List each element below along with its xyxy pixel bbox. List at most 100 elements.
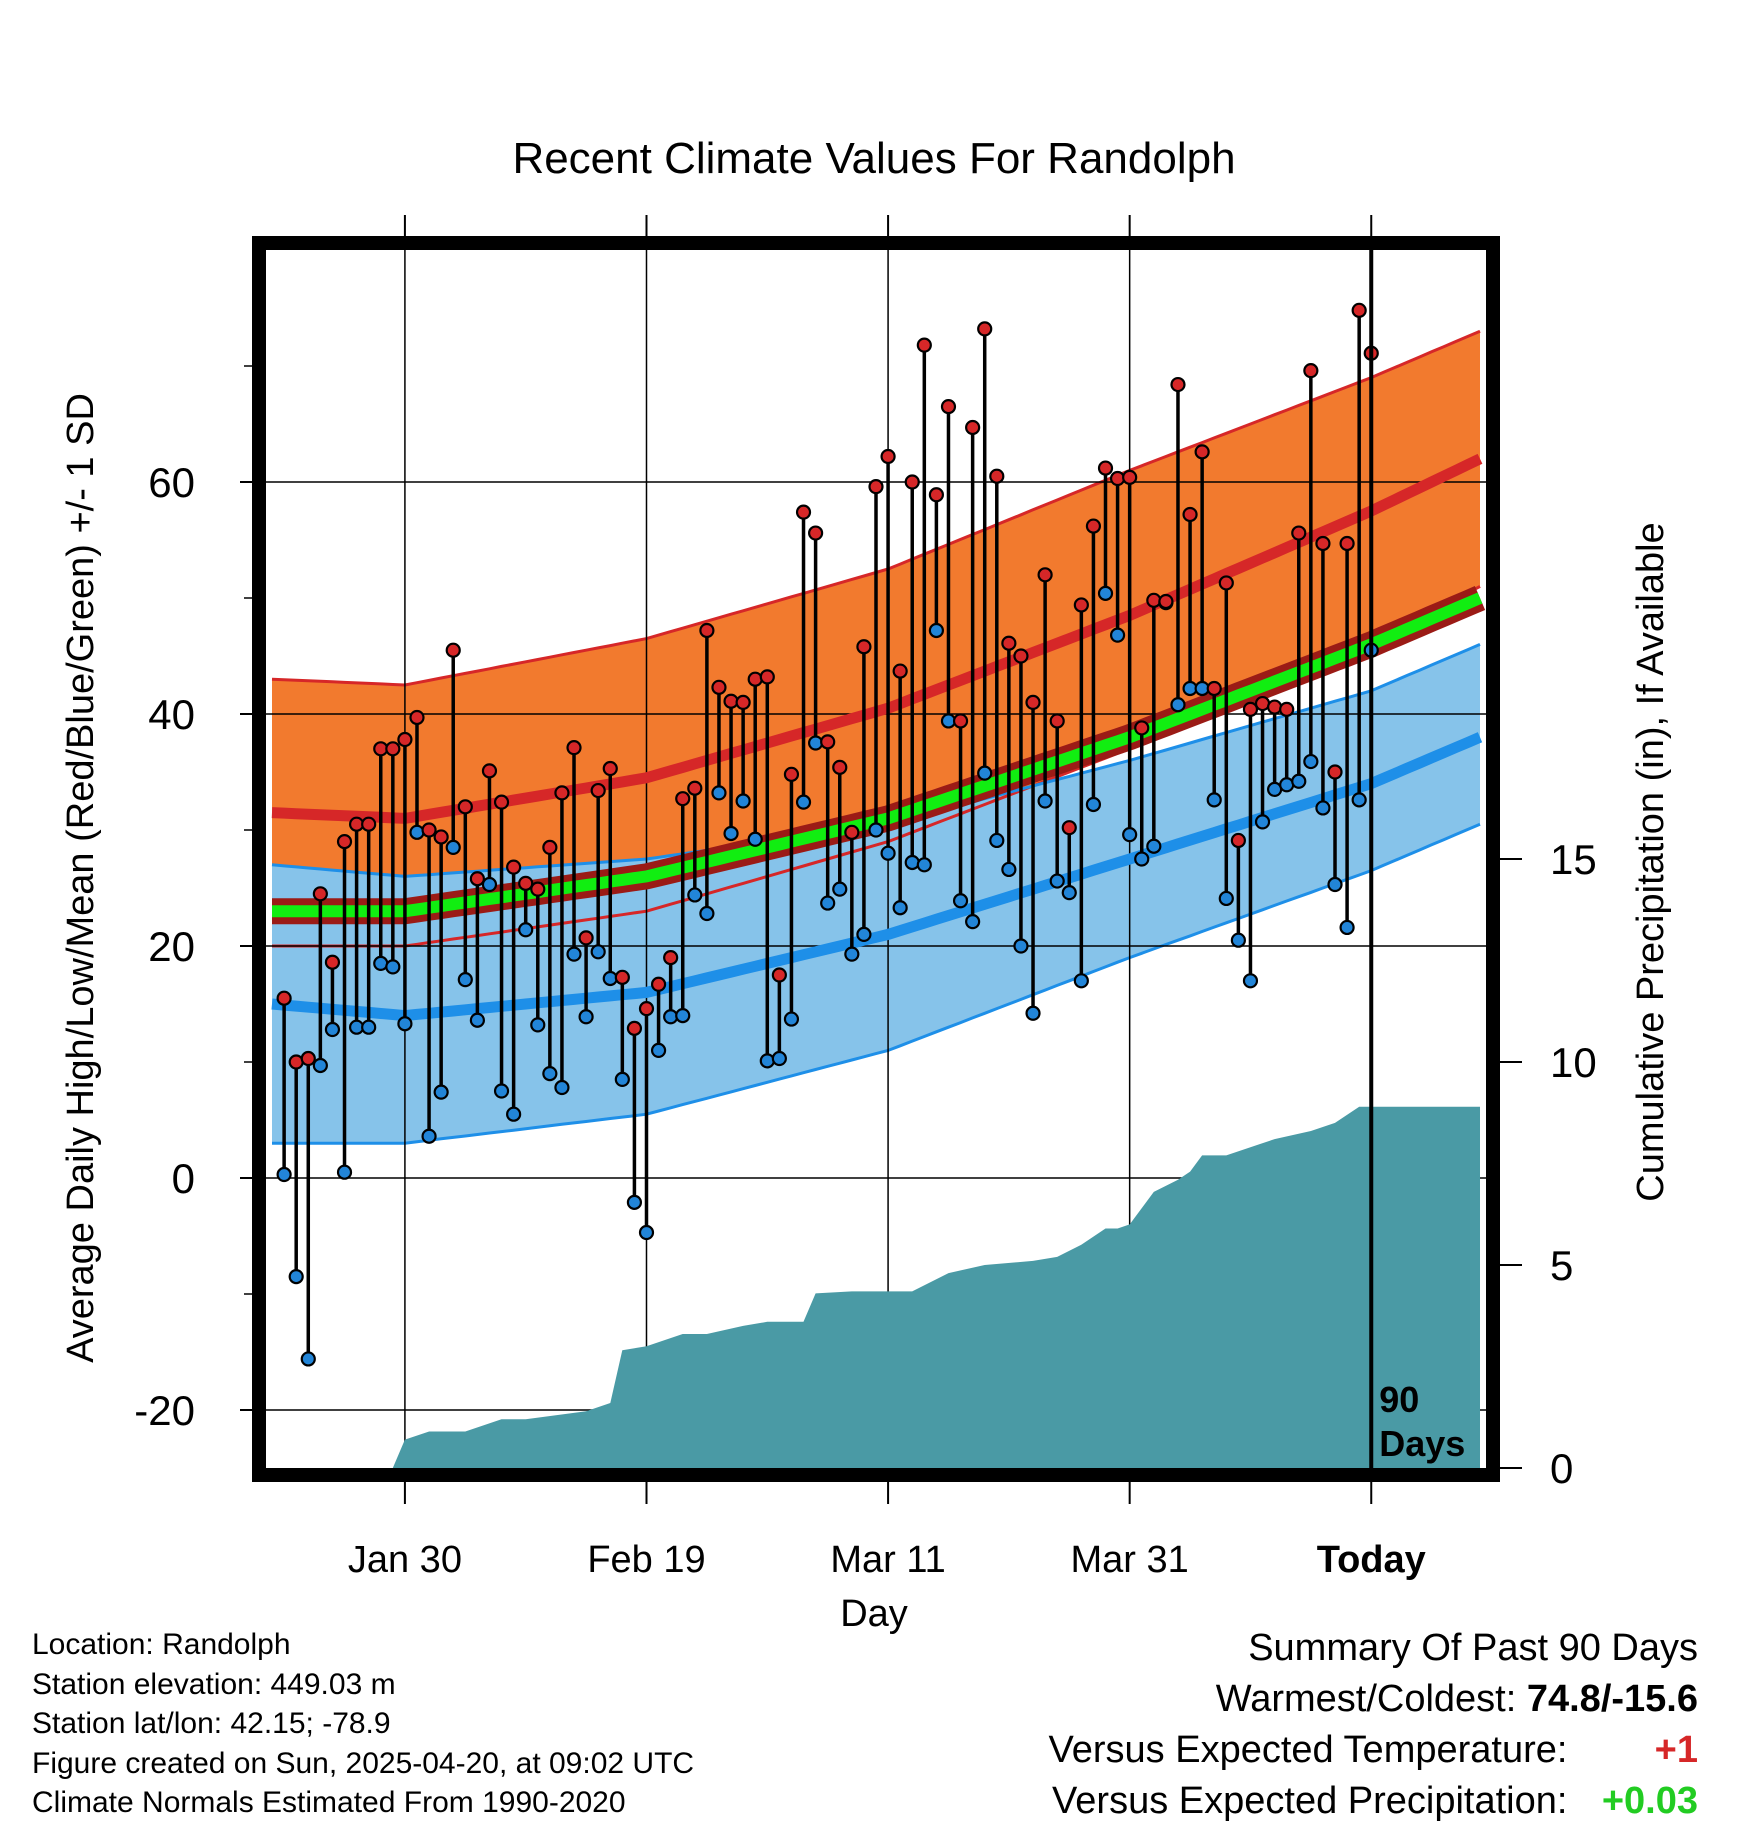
low-point [880, 845, 896, 861]
plot-border [252, 236, 1500, 1482]
low-point [928, 622, 944, 639]
y-tick-label-1: 0 [172, 1155, 195, 1202]
high-point [433, 829, 449, 845]
low-point [795, 794, 812, 810]
high-point [1146, 592, 1162, 608]
high-point [711, 679, 727, 695]
low-point [989, 832, 1005, 849]
high-point [506, 859, 522, 875]
high-point [638, 1001, 655, 1017]
low-point [1242, 973, 1259, 989]
high-point [1097, 460, 1114, 476]
high-point [1242, 701, 1259, 717]
high-point [795, 504, 812, 520]
warmest-coldest-row: Warmest/Coldest: 74.8/-15.6 [1049, 1674, 1698, 1725]
low-point [1134, 851, 1150, 867]
high-point [1194, 444, 1210, 460]
high-point [723, 693, 739, 709]
y-axis-label: Average Daily High/Low/Mean (Red/Blue/Gr… [60, 393, 102, 1363]
low-point [868, 822, 884, 838]
high-point [1351, 302, 1367, 318]
observations [276, 302, 1379, 1367]
low-point [759, 1053, 775, 1069]
low-point [965, 914, 981, 930]
low-point [361, 1019, 377, 1035]
low-point [1351, 792, 1367, 808]
x-tick-label-3: Mar 31 [1071, 1539, 1189, 1581]
high-point [771, 967, 787, 983]
high-point [808, 525, 824, 541]
y2-tick-label-0: 0 [1550, 1445, 1573, 1492]
low-point [699, 905, 715, 922]
high-point [626, 1020, 643, 1036]
low-point [687, 887, 703, 903]
low-point [385, 959, 401, 975]
high-point [675, 791, 691, 807]
low-point [856, 926, 872, 943]
high-point [687, 780, 703, 796]
x-tick-label-1: Feb 19 [587, 1539, 705, 1581]
low-point [578, 1009, 594, 1025]
low-point [530, 1017, 546, 1033]
low-point [1303, 753, 1319, 770]
low-point [747, 831, 763, 847]
high-point [1158, 593, 1174, 610]
high-point [276, 990, 292, 1006]
low-normal-line [271, 732, 1483, 1022]
low-point [1013, 938, 1029, 954]
high-point [880, 448, 896, 465]
low-point [1122, 827, 1138, 843]
high-point [856, 639, 872, 655]
created-text: Figure created on Sun, 2025-04-20, at 09… [32, 1746, 695, 1780]
low-point [638, 1224, 655, 1241]
low-point [1025, 1005, 1041, 1021]
high-point [1254, 695, 1271, 712]
low-point [506, 1106, 522, 1122]
high-point [904, 474, 920, 490]
y-tick-label-2: 20 [148, 923, 195, 970]
temp-value: +1 [1654, 1729, 1698, 1771]
high-point [1291, 525, 1307, 541]
high-point [783, 766, 800, 782]
high-point [952, 713, 969, 729]
precip-fill [272, 1106, 1480, 1468]
x-tick-label-2: Mar 11 [830, 1539, 945, 1581]
low-point [276, 1166, 292, 1183]
low-point [723, 825, 739, 842]
precip-row: Versus Expected Precipitation: +0.03 [1049, 1776, 1698, 1827]
y2-tick-label-1: 5 [1550, 1242, 1573, 1289]
low-point [1109, 627, 1126, 643]
low-point [1315, 800, 1331, 816]
low-point [832, 881, 848, 897]
latlon-text: Station lat/lon: 42.15; -78.9 [32, 1707, 391, 1740]
low-point [397, 1016, 413, 1032]
low-point [457, 972, 473, 988]
low-point [433, 1084, 449, 1100]
high-point [940, 399, 957, 415]
high-point [916, 337, 932, 353]
y-tick-label-3: 40 [148, 691, 195, 738]
low-point [1085, 796, 1102, 813]
high-point [602, 760, 618, 777]
high-point [566, 740, 582, 756]
x-tick-label-4: Today [1317, 1539, 1426, 1581]
high-point [1001, 635, 1017, 651]
temp-row: Versus Expected Temperature: +1 [1049, 1725, 1698, 1776]
high-point [663, 949, 679, 966]
axes: -20 0 20 40 60 Jan 30 Feb 19 Mar 11 Mar 31 Today 0… [134, 365, 1597, 1581]
x-axis-label: Day [840, 1593, 908, 1635]
warmest-coldest-label: Warmest/Coldest: [1215, 1678, 1527, 1720]
low-point [650, 1042, 667, 1059]
summary-heading: Summary Of Past 90 Days [1248, 1627, 1698, 1669]
summary-panel: Summary Of Past 90 Days Warmest/Coldest:… [1049, 1623, 1698, 1827]
low-point [336, 1164, 353, 1180]
high-point [868, 479, 884, 495]
high-point [965, 419, 981, 436]
high-point [445, 642, 461, 658]
low-point [469, 1012, 485, 1028]
low-point [711, 785, 727, 801]
low-point [288, 1268, 304, 1285]
location-text: Location: Randolph [32, 1628, 291, 1661]
today-annotation-0: 90 [1379, 1379, 1419, 1420]
